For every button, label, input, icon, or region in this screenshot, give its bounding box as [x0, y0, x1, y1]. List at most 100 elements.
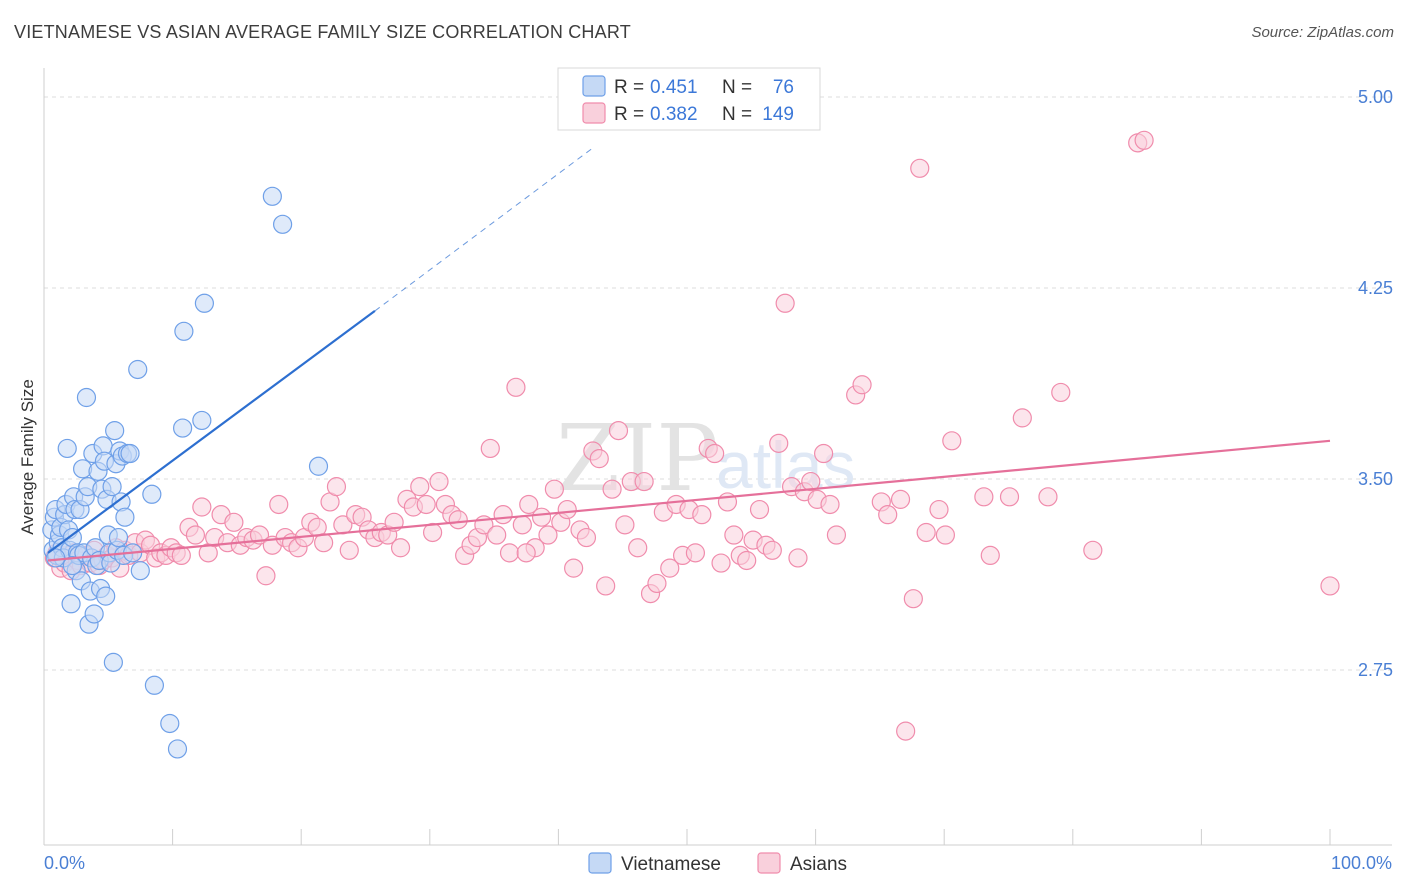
asians-point [910, 158, 930, 178]
asians-point [903, 589, 923, 609]
asians-point [896, 721, 916, 741]
asians-point [942, 431, 962, 451]
y-axis-title: Average Family Size [18, 379, 37, 535]
asians-point [557, 499, 577, 520]
asians-point [749, 499, 770, 520]
asians-point [516, 543, 536, 563]
asians-point [1051, 382, 1071, 403]
vietnamese-point [128, 359, 148, 380]
vietnamese-trend-extension [374, 147, 594, 312]
asians-point [1038, 487, 1058, 507]
asians-point [980, 545, 1000, 566]
vietnamese-point [108, 527, 129, 548]
asians-point [801, 471, 821, 492]
vietnamese-point [102, 477, 122, 497]
vietnamese-point [262, 186, 282, 206]
vietnamese-point [167, 739, 188, 759]
asians-point [224, 512, 244, 532]
asians-point [448, 510, 468, 530]
vietnamese-point [273, 214, 293, 234]
x-tick-label-max: 100.0% [1331, 853, 1392, 873]
y-tick-label: 4.25 [1358, 278, 1393, 298]
legend-swatch-vietnamese [582, 75, 606, 97]
asians-point [1083, 540, 1103, 560]
asians-point [410, 477, 430, 497]
x-tick-label-min: 0.0% [44, 853, 85, 873]
x-tick-marks [43, 829, 1331, 845]
vietnamese-point [144, 675, 165, 695]
asians-trend-line [47, 439, 1331, 562]
y-tick-label: 5.00 [1358, 87, 1393, 107]
vietnamese-trend-line [47, 310, 376, 554]
vietnamese-point [308, 456, 329, 476]
legend-r-value-vietnamese: 0.451 [650, 77, 698, 98]
vietnamese-point [174, 321, 194, 341]
asians-point [935, 525, 956, 545]
vietnamese-point [61, 594, 81, 614]
asians-point [820, 494, 840, 515]
vietnamese-point [62, 555, 82, 576]
asians-point [538, 525, 558, 545]
asians-point [576, 527, 597, 548]
asians-point [429, 471, 449, 492]
asians-point [493, 505, 513, 525]
bottom-legend-label-vietnamese: Vietnamese [621, 854, 721, 875]
vietnamese-point [130, 561, 150, 581]
asians-point [506, 377, 526, 397]
vietnamese-point [194, 293, 215, 313]
vietnamese-point [115, 507, 135, 527]
asians-point [685, 543, 706, 563]
asians-point [499, 543, 520, 563]
watermark-zip: ZIP [556, 405, 718, 512]
asians-point [487, 525, 507, 545]
legend-n-value-vietnamese: 76 [773, 77, 794, 98]
trend-lines [47, 147, 1331, 562]
asians-point [1134, 130, 1154, 150]
asians-point [608, 421, 629, 441]
legend-n-label-vietnamese: N = [722, 77, 752, 98]
vietnamese-point [142, 484, 162, 504]
asians-point [737, 550, 757, 571]
legend-r-label-vietnamese: R = [614, 77, 644, 98]
asians-point [615, 515, 635, 535]
asians-point [724, 525, 744, 545]
bottom-legend-swatch-asians [757, 852, 781, 874]
asians-point [269, 494, 289, 515]
y-tick-label: 2.75 [1358, 660, 1393, 680]
y-tick-labels: 2.75 3.50 4.25 5.00 [1358, 87, 1393, 680]
asians-point [634, 471, 654, 492]
asians-point [519, 494, 539, 515]
legend-r-label-asians: R = [614, 104, 644, 125]
asians-point [185, 525, 206, 545]
asians-point [711, 553, 731, 573]
asians-point [999, 487, 1020, 507]
asians-point [660, 558, 680, 578]
vietnamese-point [105, 421, 125, 441]
asians-point [762, 540, 782, 560]
asians-point [775, 293, 795, 313]
vietnamese-points [42, 186, 329, 759]
vietnamese-point [76, 387, 97, 408]
asians-point [1320, 576, 1340, 596]
legend-n-label-asians: N = [722, 104, 752, 125]
vietnamese-point [84, 604, 104, 624]
vietnamese-point [160, 713, 180, 734]
asians-point [878, 505, 898, 525]
vietnamese-point [120, 443, 140, 464]
vietnamese-point [173, 418, 193, 438]
asians-point [171, 545, 191, 566]
asians-point [929, 499, 949, 520]
asians-point [596, 576, 616, 596]
asians-point [326, 477, 347, 497]
asians-point [1012, 408, 1032, 428]
asians-point [544, 479, 564, 499]
asians-point [416, 494, 436, 515]
series-legend: Vietnamese Asians [588, 852, 847, 875]
legend-r-value-asians: 0.382 [650, 104, 698, 125]
asians-point [564, 558, 584, 578]
asians-point [256, 566, 276, 586]
asians-point [192, 497, 212, 517]
vietnamese-point [103, 652, 123, 672]
legend-swatch-asians [582, 102, 606, 124]
asians-point [916, 522, 936, 543]
